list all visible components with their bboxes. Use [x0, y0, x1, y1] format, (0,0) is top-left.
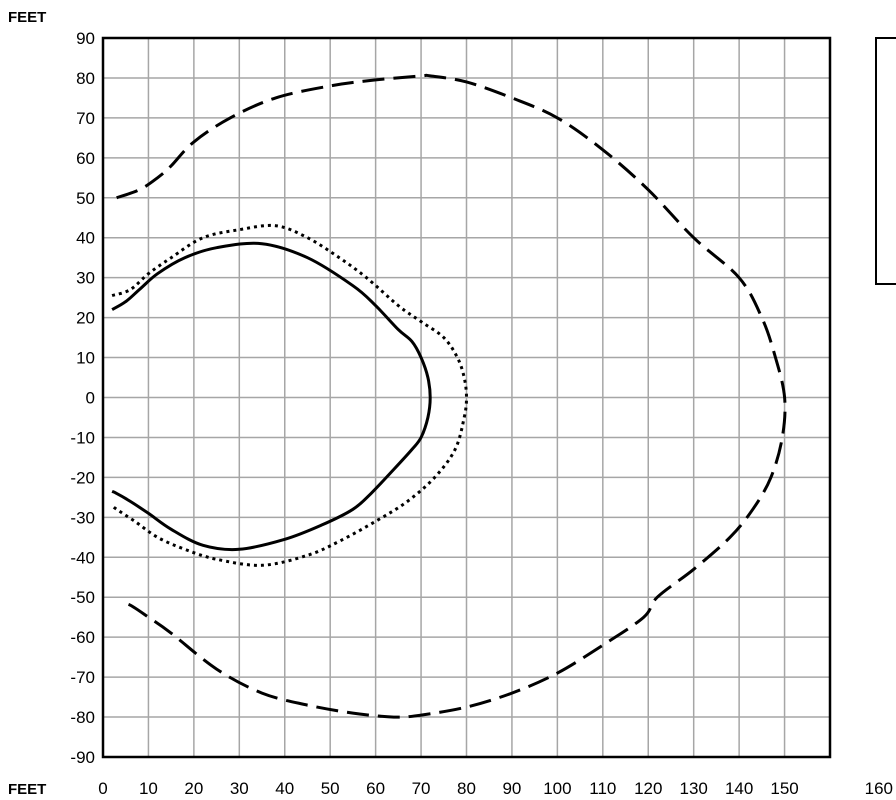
x-tick-label: 40	[275, 779, 294, 798]
y-tick-label: -50	[70, 588, 95, 607]
x-tick-label: 90	[502, 779, 521, 798]
y-tick-label: -70	[70, 668, 95, 687]
y-axis-label: FEET	[8, 9, 46, 26]
series-line-dashed	[116, 73, 787, 719]
y-tick-label: -40	[70, 548, 95, 567]
x-tick-label: 140	[725, 779, 753, 798]
x-tick-label: 70	[412, 779, 431, 798]
grid	[102, 37, 831, 758]
x-tick-label: 160	[865, 779, 893, 798]
y-tick-label: 80	[76, 69, 95, 88]
x-tick-label: 60	[366, 779, 385, 798]
x-tick-label: 110	[589, 779, 616, 798]
x-tick-label: 20	[184, 779, 203, 798]
y-tick-label: 0	[86, 389, 95, 408]
plot-frame	[101, 36, 832, 759]
x-tick-label: 130	[680, 779, 708, 798]
y-tick-label: 10	[76, 349, 95, 368]
y-tick-label: -80	[70, 708, 95, 727]
y-tick-label: 40	[76, 229, 95, 248]
legend-box	[875, 37, 896, 285]
x-tick-label: 50	[321, 779, 340, 798]
y-tick-label: 70	[76, 109, 95, 128]
x-tick-label: 100	[543, 779, 571, 798]
y-tick-label: 30	[76, 269, 95, 288]
x-tick-label: 80	[457, 779, 476, 798]
y-tick-label: -20	[70, 468, 95, 487]
y-axis-ticks: 90 80 70 60 50 40 30 20 10 0 -10 -20 -30 -40 -50 -60 -70…	[70, 29, 95, 767]
contour-series	[111, 73, 787, 719]
y-tick-label: 50	[76, 189, 95, 208]
x-tick-label: 150	[770, 779, 798, 798]
y-tick-label: -10	[70, 428, 95, 447]
y-tick-label: -90	[70, 748, 95, 767]
x-axis-label: FEET	[8, 781, 46, 798]
y-tick-label: -30	[70, 508, 95, 527]
x-tick-label: 120	[634, 779, 662, 798]
y-tick-label: 90	[76, 29, 95, 48]
y-tick-label: 60	[76, 149, 95, 168]
x-tick-label: 30	[230, 779, 249, 798]
x-axis-ticks: 0 10 20 30 40 50 60 70 80 90 100 110 120 130 140 150 160	[98, 779, 893, 798]
x-tick-label: 10	[139, 779, 158, 798]
series-line-solid	[111, 241, 432, 552]
series-line-dotted	[111, 223, 468, 567]
x-tick-label: 0	[98, 779, 107, 798]
y-tick-label: 20	[76, 309, 95, 328]
y-tick-label: -60	[70, 628, 95, 647]
